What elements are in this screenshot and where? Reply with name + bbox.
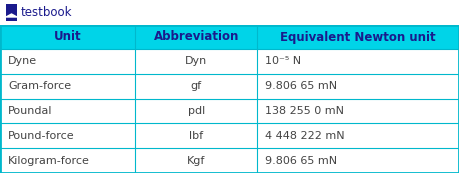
Text: 9.806 65 mN: 9.806 65 mN <box>265 81 337 91</box>
Bar <box>6 4 17 21</box>
Text: Gram-force: Gram-force <box>8 81 71 91</box>
Text: Dyne: Dyne <box>8 56 37 66</box>
Text: Kgf: Kgf <box>187 156 206 166</box>
Text: 9.806 65 mN: 9.806 65 mN <box>265 156 337 166</box>
Text: testbook: testbook <box>21 6 73 19</box>
Text: 138 255 0 mN: 138 255 0 mN <box>265 106 344 116</box>
Bar <box>0 148 459 173</box>
Text: gf: gf <box>190 81 202 91</box>
Text: Unit: Unit <box>54 30 82 43</box>
Text: 4 448 222 mN: 4 448 222 mN <box>265 131 345 141</box>
Text: Equivalent Newton unit: Equivalent Newton unit <box>280 30 436 43</box>
Text: Poundal: Poundal <box>8 106 52 116</box>
Bar <box>0 74 459 99</box>
Bar <box>0 123 459 148</box>
Bar <box>0 99 459 123</box>
Text: pdl: pdl <box>188 106 205 116</box>
Text: lbf: lbf <box>189 131 203 141</box>
Bar <box>0 49 459 74</box>
Bar <box>0 25 459 49</box>
Polygon shape <box>6 14 17 17</box>
Text: Kilogram-force: Kilogram-force <box>8 156 90 166</box>
Text: Abbreviation: Abbreviation <box>153 30 239 43</box>
Text: Pound-force: Pound-force <box>8 131 75 141</box>
Text: 10⁻⁵ N: 10⁻⁵ N <box>265 56 301 66</box>
Text: Dyn: Dyn <box>185 56 207 66</box>
